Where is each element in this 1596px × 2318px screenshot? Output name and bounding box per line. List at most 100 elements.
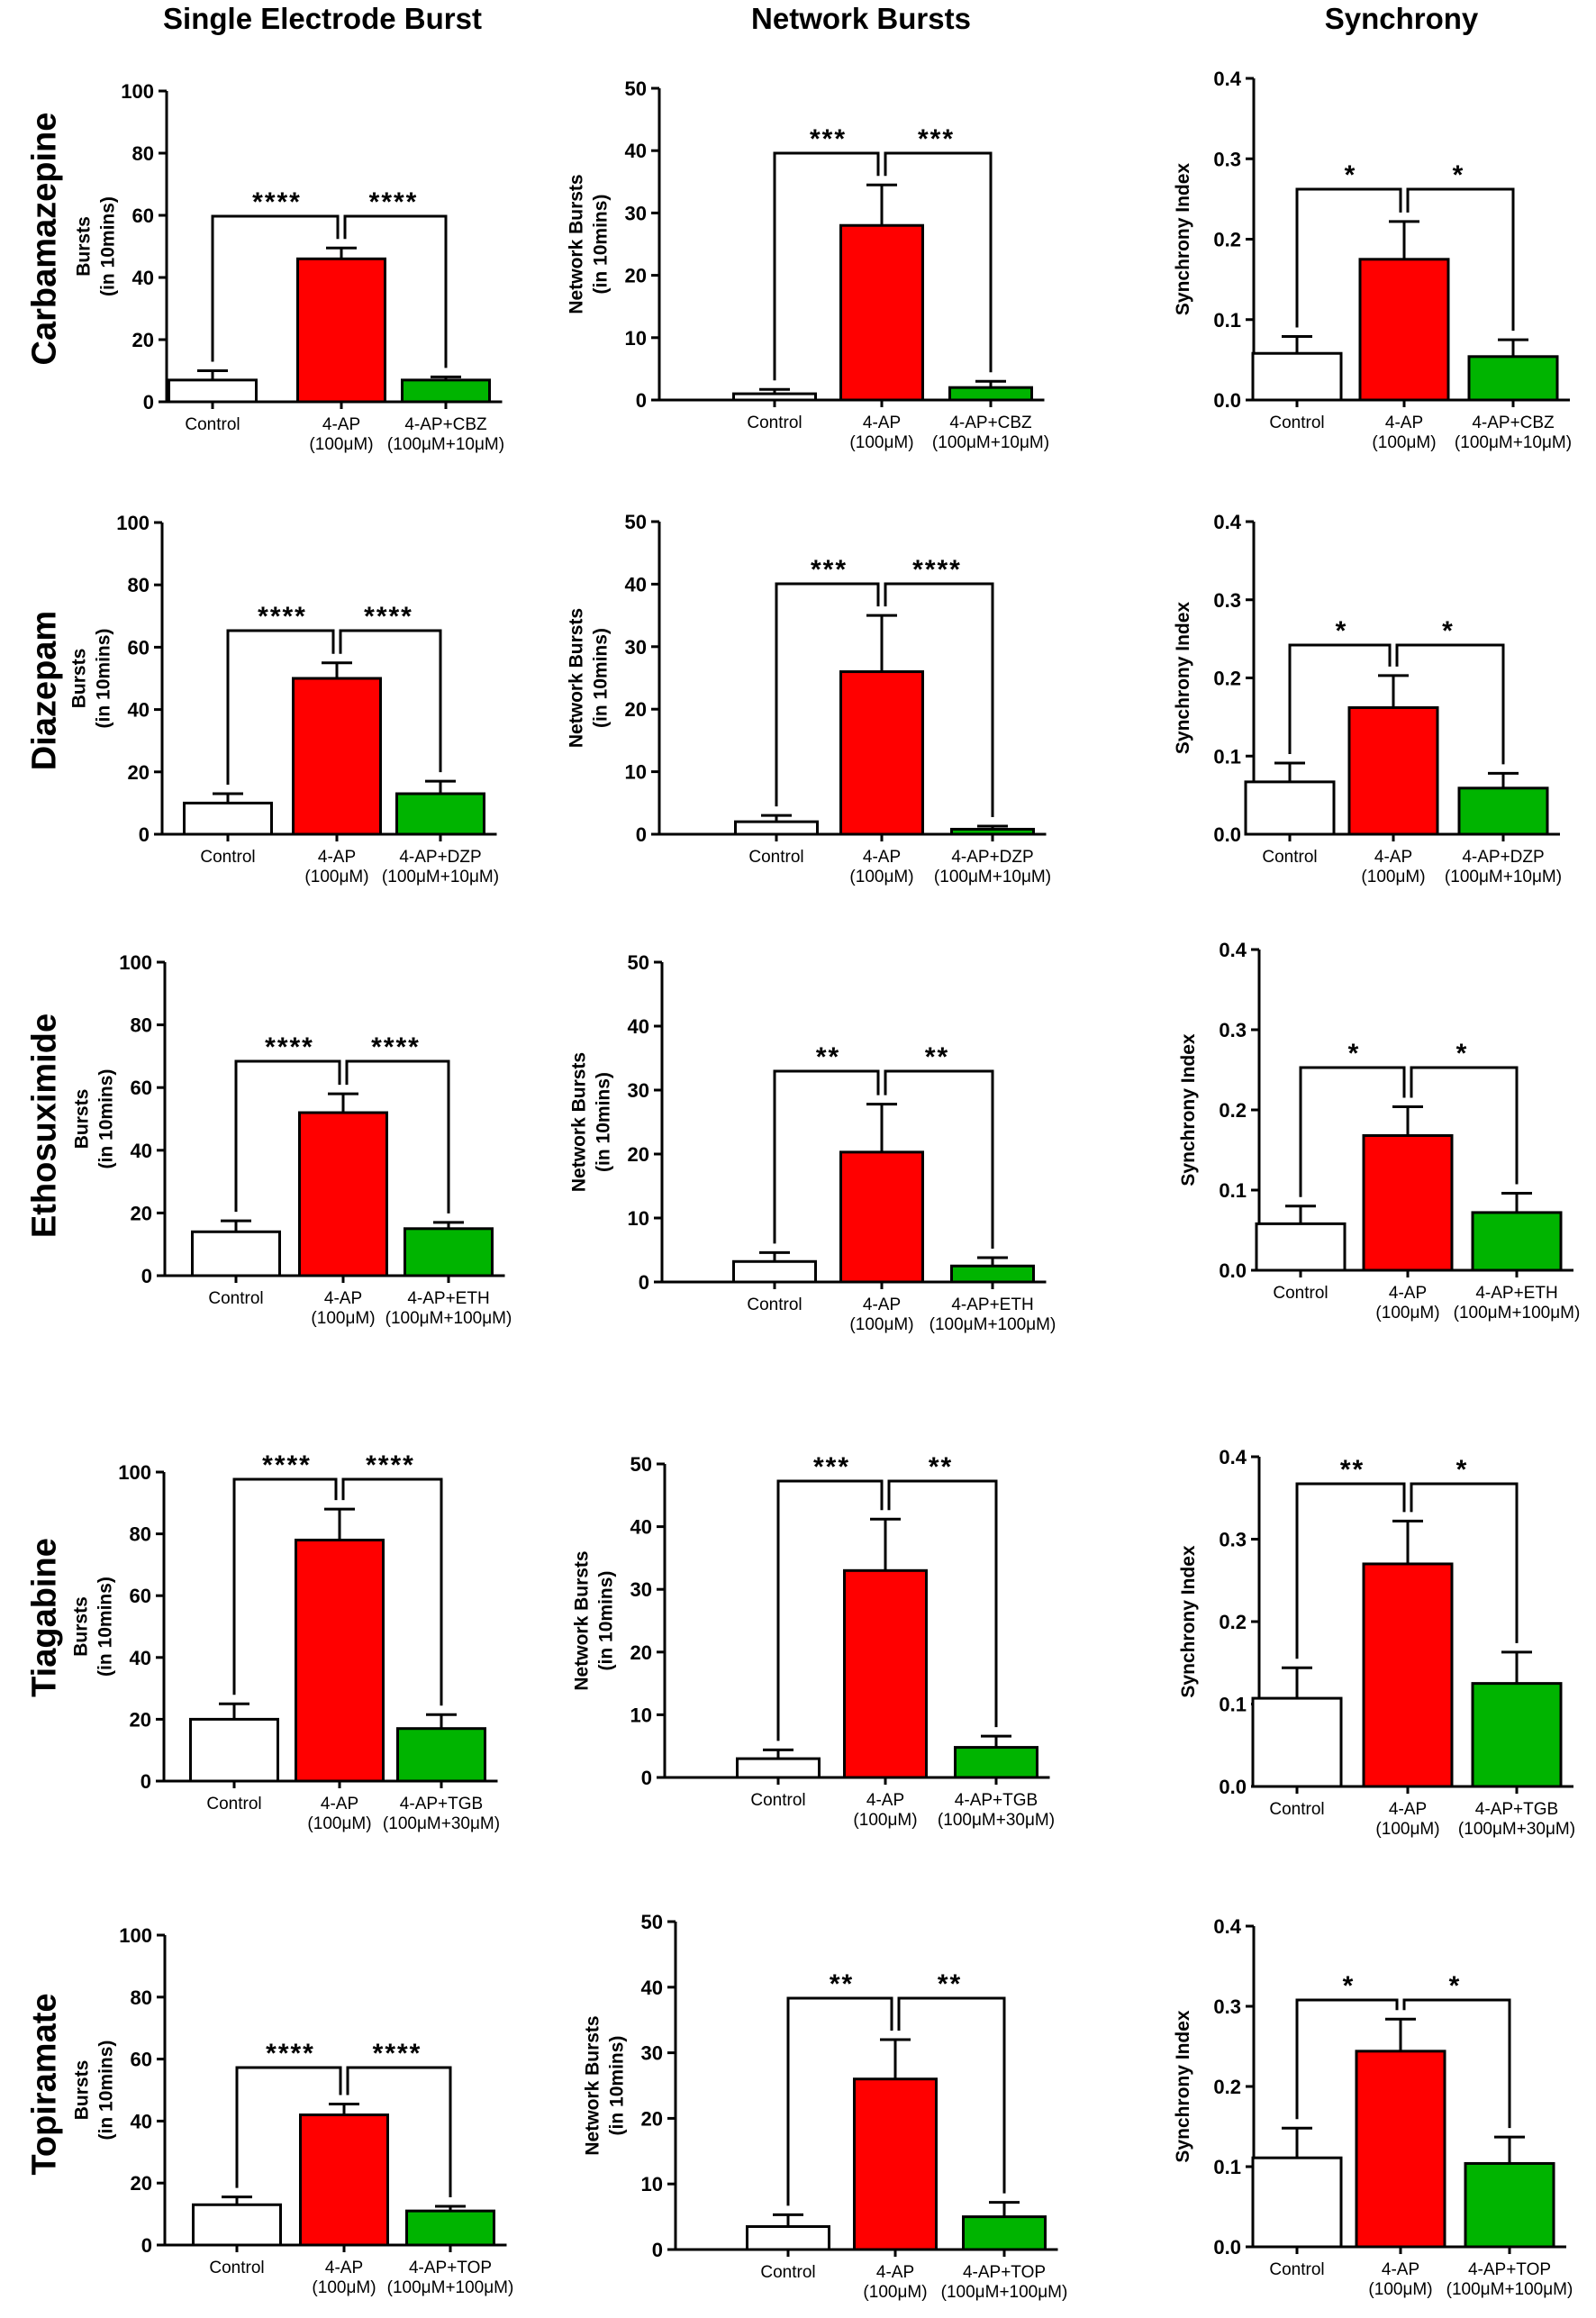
panel-9-category-label-2: (100μM+30μM) [383,1814,500,1833]
panel-1-sig-bracket-right [884,151,993,373]
panel-9-sig-bracket-left [232,1477,338,1695]
panel-8-y-tick-label: 0.4 [1219,939,1247,961]
panel-10-category-label-0: Control [750,1791,805,1810]
panel-0-category-label-1: 4-AP [322,415,360,434]
panel-14-bar-2 [1464,2161,1555,2249]
panel-11-sig-bracket-right [1410,1482,1519,1643]
panel-7-sig-bracket-right [884,1069,994,1250]
panel-13-sig-label-left: ** [830,1969,854,1999]
panel-5-y-tick-label: 0.1 [1213,745,1241,768]
panel-1-bar-1 [839,223,924,402]
panel-13-y-tick-label: 40 [641,1977,663,1999]
panel-3-y-tick-label: 0 [139,823,150,846]
panel-5-y-tick-label: 0.2 [1213,668,1241,690]
panel-3-category-label-2: 4-AP+DZP [399,848,481,867]
panel-0-y-tick-label: 40 [132,267,154,289]
panel-3-category-label-1: 4-AP [318,848,356,867]
panel-14-category-label-1: 4-AP [1382,2260,1419,2279]
panel-11-sig-label-left: ** [1340,1455,1365,1485]
panel-2-y-axis-label: Synchrony Index [1173,163,1193,316]
panel-14-category-label-1: (100μM) [1368,2280,1432,2299]
panel-9-y-tick-label: 40 [130,1647,151,1669]
panel-5-category-label-2: (100μM+10μM) [1445,868,1562,886]
panel-9-y-tick-label: 60 [130,1585,151,1607]
panel-1-y-tick-label: 40 [625,140,647,162]
panel-10-y-tick-label: 40 [630,1516,652,1539]
panel-2-sig-bracket-left [1295,187,1402,328]
panel-1-category-label-0: Control [747,414,802,432]
panel-6-y-tick-label: 20 [131,1202,152,1224]
panel-7-category-label-0: Control [747,1295,802,1314]
panel-2-y-tick-label: 0.1 [1213,309,1241,332]
panel-9-category-label-0: Control [206,1795,261,1813]
panel-14-category-label-2: (100μM+100μM) [1446,2280,1573,2299]
panel-14-y-tick-label: 0.4 [1213,1915,1241,1938]
panel-12-sig-label-left: **** [266,2039,315,2068]
panel-8-y-tick-label: 0.1 [1219,1179,1247,1202]
panel-7-sig-label-left: ** [816,1042,840,1072]
panel-6-sig-label-right: **** [371,1032,421,1062]
panel-2-y-tick-label: 0.4 [1213,68,1241,90]
panel-8-y-tick-label: 0.2 [1219,1099,1247,1122]
panel-1-sig-label-left: *** [810,124,847,154]
panel-0-sig-label-right: **** [369,187,419,217]
panel-5-bar-0 [1244,780,1336,836]
panel-10-y-axis-label: Network Bursts [572,1550,593,1690]
panel-5-category-label-1: (100μM) [1361,868,1425,886]
panel-9-sig-label-left: **** [262,1450,312,1480]
panel-12-sig-bracket-right [346,2066,452,2197]
panel-11-bar-0 [1251,1696,1343,1788]
panel-10-y-tick-label: 0 [641,1767,652,1789]
panel-7-y-tick-label: 50 [628,951,649,974]
panel-10-category-label-1: (100μM) [853,1811,917,1830]
panel-9-sig-label-right: **** [366,1450,415,1480]
panel-4-y-tick-label: 0 [636,823,647,846]
panel-0-category-label-1: (100μM) [309,435,373,454]
panel-14-sig-bracket-right [1402,1998,1511,2129]
panel-12-y-tick-label: 20 [131,2172,152,2195]
panel-2-y-tick-label: 0.3 [1213,148,1241,170]
panel-7-y-tick-label: 0 [639,1271,649,1294]
panel-10-category-label-2: 4-AP+TGB [955,1791,1038,1810]
panel-10-y-axis-label: (in 10mins) [596,1571,617,1671]
panel-7-category-label-1: 4-AP [863,1295,901,1314]
panel-12-category-label-2: (100μM+100μM) [387,2278,514,2297]
panel-6-category-label-0: Control [208,1289,263,1308]
panel-13-category-label-0: Control [760,2263,815,2282]
panel-10-y-tick-label: 50 [630,1453,652,1476]
panel-1-category-label-1: 4-AP [863,414,901,432]
panel-12-y-tick-label: 80 [131,1986,152,2009]
panel-11-category-label-0: Control [1269,1800,1324,1819]
panel-6-bar-1 [298,1111,388,1277]
panel-8-sig-label-right: * [1456,1039,1469,1068]
panel-8-sig-bracket-right [1410,1066,1519,1185]
panel-3-y-axis-label: (in 10mins) [94,629,114,729]
panel-14-y-tick-label: 0.2 [1213,2076,1241,2098]
panel-13-bar-2 [962,2215,1047,2251]
panel-0-category-label-2: 4-AP+CBZ [404,415,487,434]
panel-9-bar-2 [396,1727,486,1783]
panel-6-sig-bracket-left [234,1059,341,1213]
panel-13-y-tick-label: 50 [641,1911,663,1933]
panel-2-sig-bracket-right [1406,187,1515,332]
panel-3-y-tick-label: 80 [128,574,150,596]
panel-7-sig-label-right: ** [925,1042,949,1072]
panel-8-category-label-2: 4-AP+ETH [1475,1284,1557,1303]
panel-5-y-tick-label: 0.4 [1213,511,1241,533]
panel-2-bar-0 [1251,351,1343,402]
panel-5-bar-1 [1347,705,1439,836]
panel-11-sig-bracket-left [1295,1482,1406,1659]
panel-2-y-tick-label: 0.0 [1213,389,1241,412]
panel-0-bar-2 [401,378,491,404]
panel-1-y-axis-label: (in 10mins) [591,195,612,295]
panel-7-category-label-1: (100μM) [849,1315,913,1334]
panel-0-y-tick-label: 0 [143,391,154,414]
panel-4-y-tick-label: 50 [625,511,647,533]
panel-9-category-label-1: (100μM) [307,1814,371,1833]
panel-3-sig-label-left: **** [258,602,307,632]
panel-10-sig-label-left: *** [813,1452,850,1482]
panel-6-y-tick-label: 0 [141,1265,152,1287]
panel-6-y-tick-label: 40 [131,1140,152,1162]
panel-14-bar-0 [1251,2156,1343,2249]
panel-6-category-label-2: 4-AP+ETH [407,1289,489,1308]
